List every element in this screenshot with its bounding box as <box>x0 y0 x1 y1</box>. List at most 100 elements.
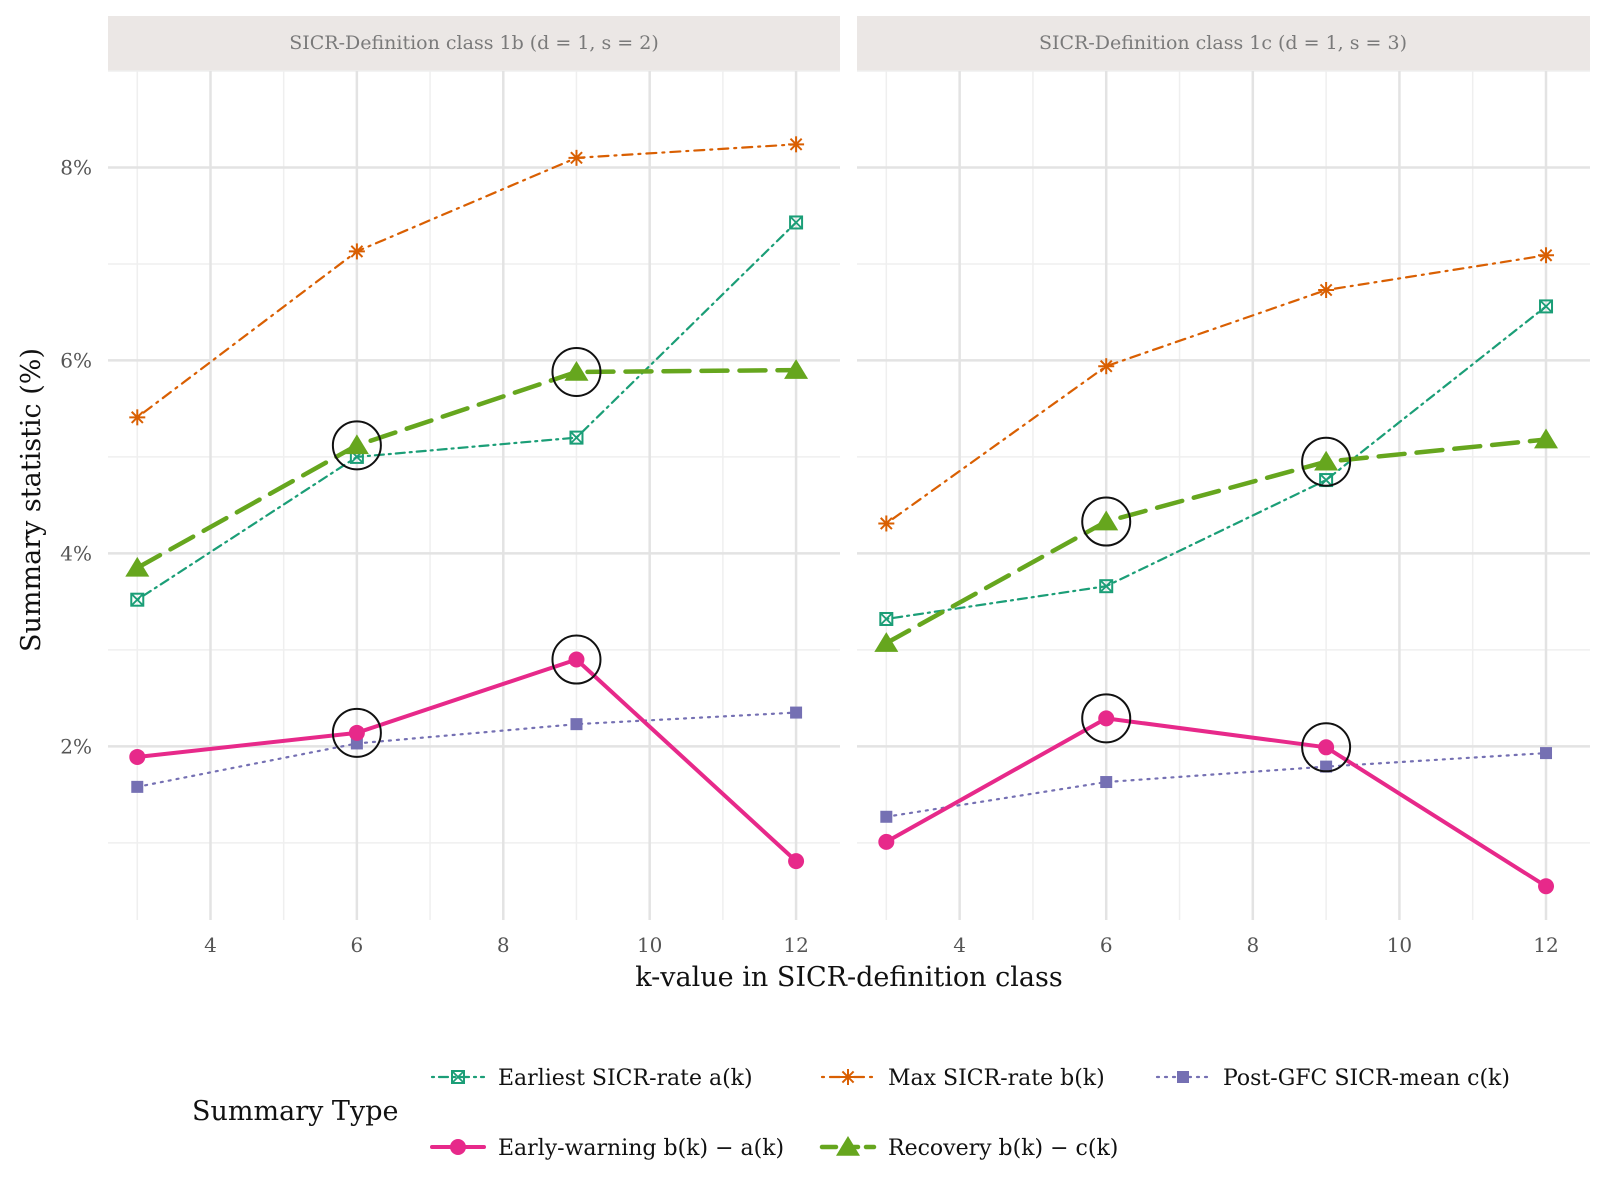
strip-background <box>857 16 1590 71</box>
point-max <box>568 149 585 166</box>
y-tick-label: 8% <box>60 155 92 179</box>
x-tick-label: 8 <box>1246 933 1259 957</box>
series-markers <box>874 247 1559 895</box>
x-tick-label: 8 <box>497 933 510 957</box>
point-postgfc <box>790 706 803 719</box>
strip-title: SICR-Definition class 1c (d = 1, s = 3) <box>1039 32 1407 54</box>
gridlines <box>108 70 840 920</box>
point-max <box>1098 358 1115 375</box>
series-line-max <box>885 254 1548 525</box>
point-earlywarning <box>788 853 805 870</box>
x-tick-label: 4 <box>204 933 217 957</box>
x-tick-label: 4 <box>953 933 966 957</box>
strip-title: SICR-Definition class 1b (d = 1, s = 2) <box>289 32 659 54</box>
series-markers <box>125 136 809 870</box>
point-earlywarning <box>878 833 895 850</box>
point-max <box>1538 247 1555 264</box>
series-line-recovery <box>135 367 799 571</box>
highlight-ring <box>551 634 602 685</box>
point-postgfc <box>1320 760 1333 773</box>
panel-class-1c: SICR-Definition class 1c (d = 1, s = 3) … <box>857 16 1590 957</box>
point-earliest <box>130 592 145 607</box>
point-earliest <box>1099 579 1114 594</box>
series-line-earliest <box>885 305 1548 621</box>
legend-label: Recovery b(k) − c(k) <box>888 1136 1118 1161</box>
legend-label: Early-warning b(k) − a(k) <box>498 1136 784 1161</box>
series-lines <box>884 254 1549 889</box>
highlight-ring <box>331 420 382 471</box>
point-postgfc <box>880 810 893 823</box>
point-earliest <box>569 430 584 445</box>
point-max <box>129 409 146 426</box>
legend-key-marker <box>836 1136 860 1156</box>
gridlines <box>857 70 1590 920</box>
point-earliest <box>1539 299 1554 314</box>
highlight-ring <box>551 347 602 398</box>
highlight-ring <box>1081 693 1132 744</box>
series-line-postgfc <box>885 751 1548 818</box>
series-lines <box>135 143 799 864</box>
series-line-postgfc <box>136 711 798 788</box>
legend-item-postgfc: Post-GFC SICR-mean c(k) <box>1155 1066 1510 1091</box>
point-earlywarning <box>1318 739 1335 756</box>
legend-item-earliest: Earliest SICR-rate a(k) <box>430 1066 753 1091</box>
point-recovery <box>874 632 899 652</box>
x-tick-label: 10 <box>1387 933 1412 957</box>
point-earlywarning <box>1098 710 1115 727</box>
highlight-ring <box>331 707 382 758</box>
point-max <box>788 136 805 153</box>
x-tick-label: 10 <box>637 933 662 957</box>
point-postgfc <box>131 780 144 793</box>
series-line-recovery <box>884 437 1549 646</box>
series-line-earlywarning <box>135 657 799 864</box>
legend-label: Earliest SICR-rate a(k) <box>498 1066 753 1091</box>
series-line-earlywarning <box>884 716 1549 889</box>
legend-title: Summary Type <box>192 1096 398 1127</box>
point-postgfc <box>570 718 583 731</box>
point-earlywarning <box>129 748 146 765</box>
point-max <box>1318 282 1335 299</box>
point-recovery <box>1094 510 1119 531</box>
series-line-max <box>136 143 798 419</box>
y-tick-label: 4% <box>60 541 92 565</box>
point-earliest <box>789 215 804 230</box>
legend-item-max: Max SICR-rate b(k) <box>820 1066 1105 1091</box>
point-recovery <box>125 556 150 577</box>
point-recovery <box>564 361 589 381</box>
point-earlywarning <box>348 724 365 741</box>
highlight-ring <box>1301 722 1352 773</box>
x-tick-labels: 4 6 8 10 12 <box>204 933 809 957</box>
series-line-earliest <box>136 221 798 601</box>
point-recovery <box>784 359 809 379</box>
point-max <box>878 515 895 532</box>
highlight-ring <box>1301 436 1352 487</box>
point-earlywarning <box>568 651 585 668</box>
legend-key-marker <box>450 1139 466 1155</box>
point-earlywarning <box>1538 878 1555 895</box>
point-postgfc <box>1100 776 1113 789</box>
x-tick-label: 6 <box>1100 933 1113 957</box>
highlight-ring <box>1081 496 1132 547</box>
x-tick-labels: 4 6 8 10 12 <box>953 933 1558 957</box>
panel-class-1b: SICR-Definition class 1b (d = 1, s = 2) … <box>108 16 840 957</box>
point-postgfc <box>350 737 363 750</box>
point-max <box>348 243 365 260</box>
x-tick-label: 12 <box>1533 933 1558 957</box>
legend-item-earlywarning: Early-warning b(k) − a(k) <box>430 1136 784 1161</box>
legend-key-marker <box>451 1070 465 1084</box>
legend-key-marker <box>1177 1071 1189 1083</box>
strip-background <box>108 16 840 71</box>
x-axis-title: k-value in SICR-definition class <box>635 962 1062 993</box>
point-recovery <box>344 434 369 455</box>
y-tick-label: 2% <box>60 734 92 758</box>
legend: Summary Type Earliest SICR-rate a(k) Max … <box>192 1066 1510 1161</box>
point-postgfc <box>1540 747 1553 760</box>
y-tick-label: 6% <box>60 348 92 372</box>
point-recovery <box>1534 428 1559 449</box>
y-axis-title: Summary statistic (%) <box>16 348 47 652</box>
x-tick-label: 6 <box>351 933 364 957</box>
legend-item-recovery: Recovery b(k) − c(k) <box>819 1136 1118 1161</box>
y-tick-labels: 2% 4% 6% 8% <box>60 155 92 758</box>
point-recovery <box>1314 450 1339 471</box>
